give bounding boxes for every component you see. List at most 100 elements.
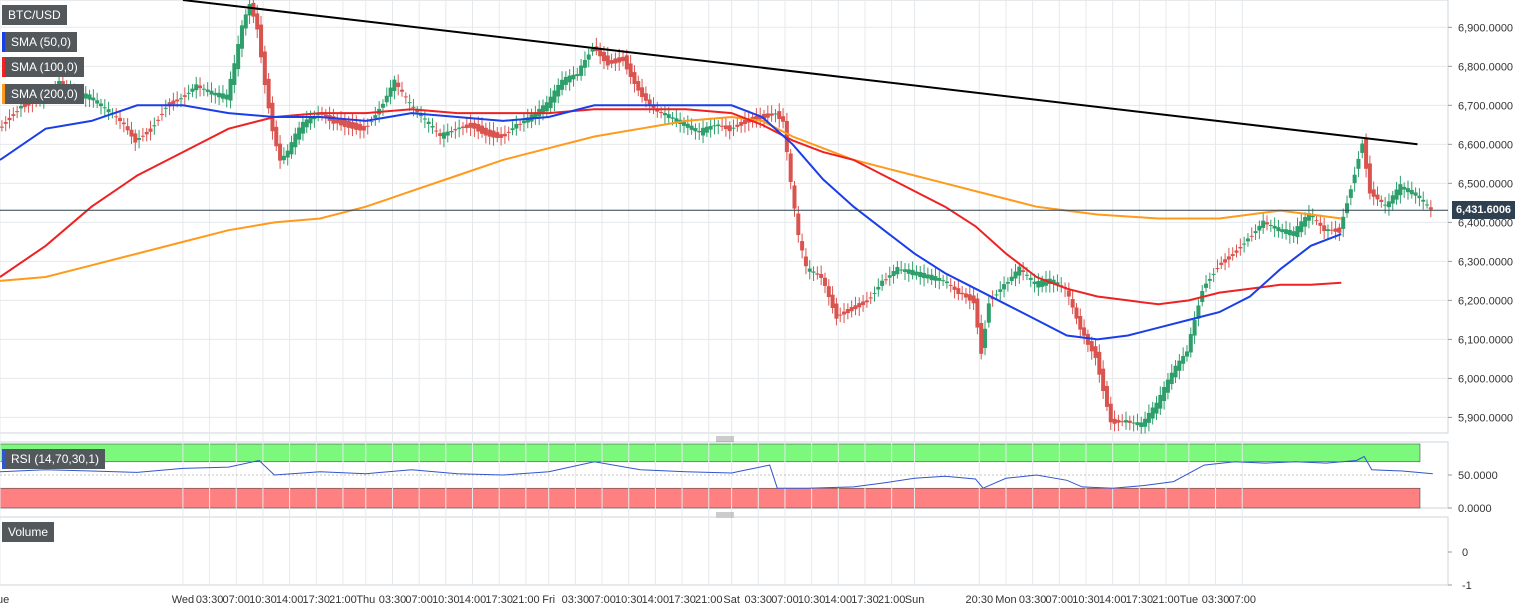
time-tick-label: 10:30 (798, 594, 826, 606)
candle-body (1219, 262, 1224, 265)
rsi-tick-label: 50.0000 (1458, 470, 1498, 482)
candle-body (121, 122, 126, 125)
candle-body (872, 292, 877, 294)
legend-volume[interactable]: Volume (2, 522, 55, 542)
price-tick-label: 6,700.0000 (1458, 100, 1513, 112)
candle-body (1276, 227, 1281, 232)
candle-body (217, 92, 222, 98)
candle-body (118, 117, 123, 122)
candle-body (895, 266, 900, 275)
candle-body (510, 128, 515, 131)
descending-trendline[interactable] (182, 0, 1418, 146)
time-tick-label: 14:00 (825, 594, 853, 606)
candle-body (468, 122, 473, 128)
candle-body (643, 93, 648, 101)
candle-body (1272, 225, 1277, 229)
volume-pane[interactable] (0, 516, 1449, 586)
candle-body (636, 81, 641, 91)
time-tick-label: Fri (542, 594, 555, 606)
candle-body (1325, 229, 1330, 232)
candle-body (796, 213, 801, 236)
candle-body (1074, 307, 1079, 319)
candle-body (1043, 278, 1048, 286)
time-tick-label: 21:00 (512, 594, 540, 606)
candle-body (582, 59, 587, 68)
candle-body (87, 94, 92, 100)
candle-body (1379, 199, 1384, 202)
candle-body (1040, 279, 1045, 287)
candle-body (182, 95, 187, 97)
candle-body (319, 113, 324, 115)
candle-body (906, 269, 911, 274)
candle-body (1158, 394, 1163, 409)
candle-body (403, 96, 408, 98)
candle-body (361, 125, 366, 131)
candle-body (903, 269, 907, 272)
candle-body (1390, 195, 1395, 204)
candle-body (1333, 228, 1338, 232)
candle-body (979, 322, 984, 354)
candle-body (1303, 217, 1308, 227)
candle-body (963, 293, 968, 298)
candle-body (792, 185, 797, 209)
candle-body (232, 63, 237, 85)
legend-sma50[interactable]: SMA (50,0) (2, 32, 78, 52)
candle-body (971, 295, 976, 304)
candle-body (457, 127, 462, 129)
candle-body (937, 277, 942, 281)
candle-body (521, 120, 526, 124)
time-tick-label: 21:00 (695, 594, 723, 606)
legend-rsi[interactable]: RSI (14,70,30,1) (2, 449, 106, 469)
candle-body (925, 274, 930, 279)
candle-body (883, 279, 888, 281)
candle-body (624, 55, 629, 70)
candle-body (346, 120, 351, 128)
candle-body (152, 125, 157, 127)
candle-body (251, 2, 256, 17)
time-tick-label: Mon (995, 594, 1016, 606)
candle-body (308, 117, 313, 124)
candle-body (830, 294, 835, 309)
time-tick-label: 07:00 (588, 594, 616, 606)
candle-body (1310, 215, 1315, 218)
candle-body (125, 126, 130, 131)
candle-body (144, 131, 149, 135)
candle-body (762, 113, 767, 120)
candle-body (834, 303, 839, 319)
candle-body (1306, 213, 1311, 221)
candle-body (331, 116, 336, 124)
time-tick-label: 07:00 (1228, 594, 1256, 606)
candle-body (826, 286, 831, 298)
candle-body (1112, 418, 1117, 424)
time-tick-label: 14:00 (1099, 594, 1127, 606)
candle-body (1028, 277, 1033, 280)
price-tick-label: 6,000.0000 (1458, 373, 1513, 385)
candle-body (944, 281, 949, 284)
candle-body (1009, 276, 1014, 282)
candle-body (1261, 220, 1266, 228)
price-pane[interactable] (0, 0, 1449, 434)
candle-body (1352, 174, 1357, 184)
time-tick-label: 21:00 (1152, 594, 1180, 606)
candle-body (60, 81, 65, 86)
candle-body (518, 123, 523, 125)
candle-body (1089, 341, 1094, 352)
legend-sma100[interactable]: SMA (100,0) (2, 57, 84, 77)
candle-body (1017, 266, 1022, 276)
candle-body (811, 271, 816, 273)
candle-body (434, 130, 439, 132)
candle-body (449, 131, 454, 133)
time-tick-label: 07:00 (405, 594, 433, 606)
candle-body (575, 74, 580, 77)
sma200-line (0, 115, 1342, 282)
price-tick-label: 6,200.0000 (1458, 295, 1513, 307)
time-tick-label: 10:30 (1072, 594, 1100, 606)
candle-body (358, 124, 363, 131)
candle-body (1428, 207, 1433, 210)
time-tick-label: Thu (356, 594, 375, 606)
candle-body (198, 85, 203, 89)
candle-body (1207, 278, 1212, 281)
candle-body (1405, 188, 1410, 193)
legend-sma200[interactable]: SMA (200,0) (2, 84, 84, 104)
